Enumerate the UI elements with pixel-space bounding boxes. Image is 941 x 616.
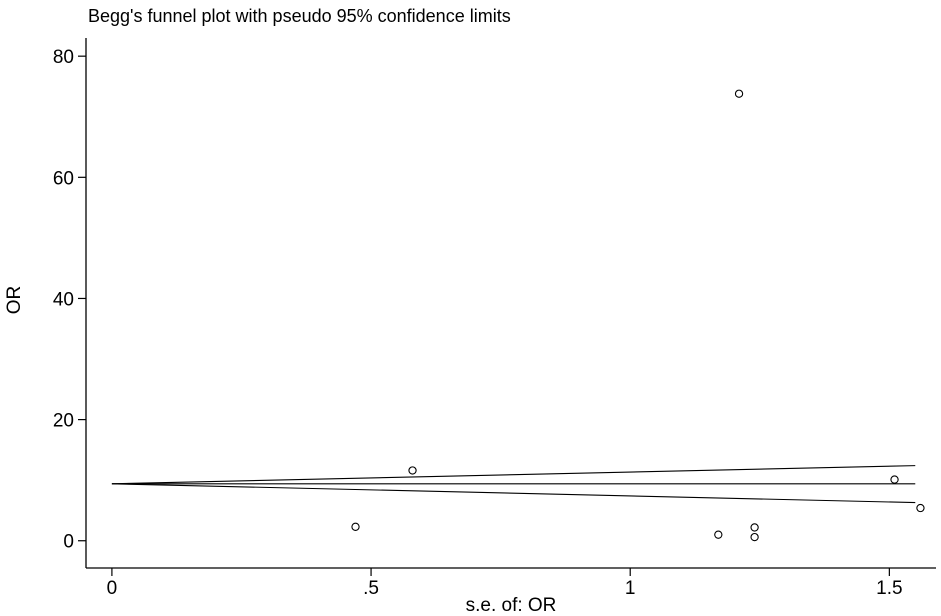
data-point bbox=[890, 475, 899, 484]
chart-title: Begg's funnel plot with pseudo 95% confi… bbox=[88, 6, 511, 26]
data-point bbox=[714, 530, 723, 539]
x-tick-label: 0 bbox=[107, 578, 118, 599]
axes bbox=[85, 38, 936, 569]
data-point bbox=[734, 89, 744, 98]
data-point bbox=[750, 532, 759, 542]
y-tick-label: 20 bbox=[53, 411, 74, 432]
x-axis-title: s.e. of: OR bbox=[466, 595, 557, 616]
x-tick-label: .5 bbox=[363, 578, 379, 599]
confidence-limits bbox=[111, 465, 916, 504]
x-tick-label: 1 bbox=[625, 578, 636, 599]
data-points bbox=[351, 89, 925, 542]
y-tick-label: 80 bbox=[53, 47, 74, 68]
y-tick-label: 40 bbox=[53, 289, 74, 310]
x-tick-label: 1.5 bbox=[876, 578, 902, 599]
data-point bbox=[750, 523, 759, 532]
y-axis-title: OR bbox=[4, 286, 25, 315]
data-point bbox=[916, 503, 925, 513]
y-tick-label: 60 bbox=[53, 168, 74, 189]
upper-limit-line bbox=[111, 465, 916, 485]
y-ticks: 0 20 40 60 80 bbox=[53, 47, 86, 553]
x-ticks: 0 .5 1 1.5 bbox=[107, 568, 903, 599]
y-tick-label: 0 bbox=[63, 532, 74, 553]
data-point bbox=[351, 522, 360, 531]
data-point bbox=[408, 466, 417, 475]
lower-limit-line bbox=[111, 483, 916, 504]
